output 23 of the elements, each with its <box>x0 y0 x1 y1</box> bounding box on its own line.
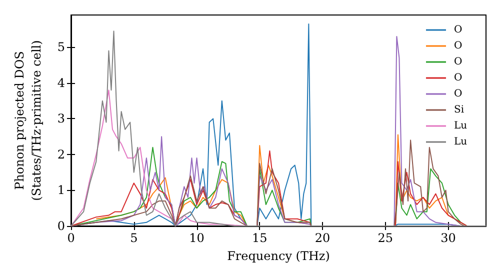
legend-label: O <box>454 56 462 68</box>
x-tick-label: 10 <box>189 231 204 245</box>
y-tick-label: 3 <box>57 112 65 126</box>
legend-label: Lu <box>454 120 468 132</box>
y-tick-label: 0 <box>57 219 65 233</box>
y-tick-label: 1 <box>57 183 65 198</box>
x-tick-label: 30 <box>440 231 456 245</box>
legend-label: Lu <box>454 136 468 148</box>
y-axis-title: Phonon projected DOS (States/THz·primitive cell) <box>12 40 44 201</box>
legend-label: Si <box>454 104 464 116</box>
legend-label: O <box>454 40 462 52</box>
x-tick-label: 0 <box>67 231 75 245</box>
y-tick-label: 5 <box>57 40 65 54</box>
legend-label: O <box>454 72 462 84</box>
x-axis-title: Frequency (THz) <box>227 249 330 263</box>
x-tick-label: 20 <box>314 231 330 245</box>
x-tick-label: 25 <box>378 231 394 245</box>
x-tick-label: 5 <box>130 231 138 245</box>
legend-label: O <box>454 88 462 100</box>
legend-label: O <box>454 24 462 36</box>
y-tick-label: 4 <box>57 76 66 90</box>
x-tick-label: 15 <box>252 231 268 245</box>
y-tick-label: 2 <box>57 147 65 162</box>
